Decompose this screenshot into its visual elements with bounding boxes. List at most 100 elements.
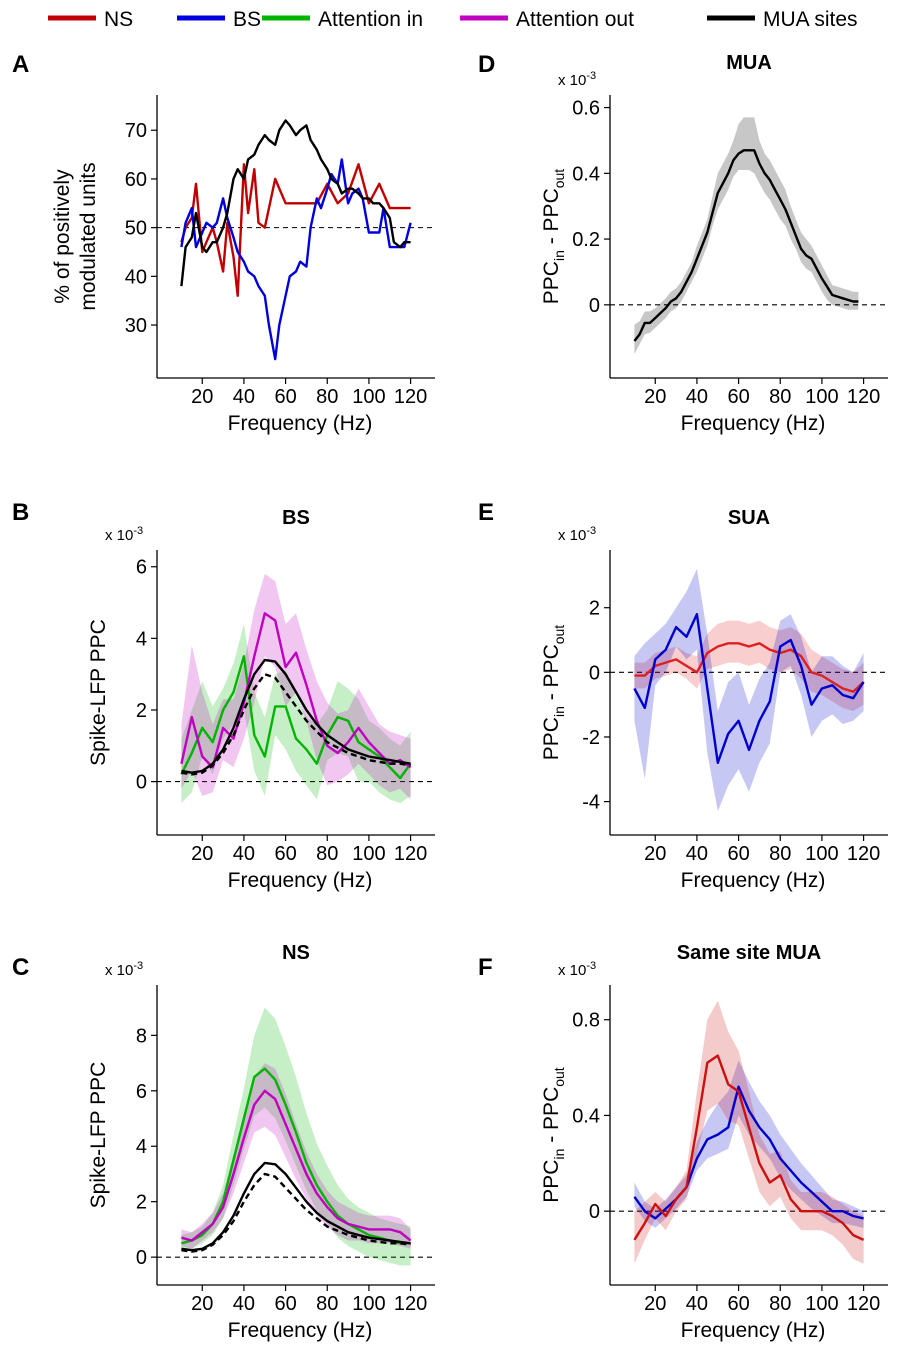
- panel-label: F: [478, 954, 493, 981]
- panel-title: BS: [282, 507, 310, 529]
- x-tick-label: 60: [727, 1293, 749, 1315]
- y-label-part: - PPC: [540, 644, 563, 706]
- series-line: [181, 1161, 411, 1252]
- x-axis-label: Frequency (Hz): [228, 869, 373, 892]
- panel-b: B BS x 10-3 20 40 60 80 100 120 0 2 4 6 Frequency (Hz…: [12, 499, 435, 892]
- scale-exp: -3: [133, 525, 143, 537]
- x-tick-label: 120: [847, 386, 880, 408]
- panel-label: C: [12, 954, 29, 981]
- x-tick-label: 100: [352, 1293, 385, 1315]
- panel-title: Same site MUA: [677, 942, 822, 964]
- series-line: [633, 1054, 865, 1241]
- y-tick-label: 0: [589, 1201, 600, 1223]
- x-tick-label: 40: [233, 1293, 255, 1315]
- confidence-band: [634, 620, 864, 712]
- x-axis-label: Frequency (Hz): [681, 1319, 826, 1342]
- scale-note: x 10-3: [558, 70, 596, 89]
- y-label-part: PPC: [540, 717, 563, 760]
- x-tick-label: 120: [394, 386, 427, 408]
- series-line: [633, 1085, 864, 1220]
- x-tick-label: 40: [686, 386, 708, 408]
- scale-note: x 10-3: [105, 960, 143, 979]
- scale-base: x 10: [105, 962, 133, 979]
- y-tick-label: 60: [125, 169, 147, 191]
- x-tick-label: 20: [644, 386, 666, 408]
- y-tick-label: 6: [136, 1081, 147, 1103]
- x-tick-label: 80: [769, 843, 791, 865]
- x-tick-label: 40: [233, 386, 255, 408]
- y-label-sub: out: [551, 169, 567, 189]
- legend-label: BS: [233, 8, 261, 31]
- y-axis-label: Spike-LFP PPC: [87, 619, 110, 766]
- legend-label: Attention out: [516, 8, 634, 31]
- y-axis-label: PPCin - PPCout: [540, 169, 567, 305]
- scale-base: x 10: [558, 962, 586, 979]
- y-axis-label: modulated units: [77, 162, 100, 310]
- series-line: [180, 163, 411, 297]
- y-tick-label: 4: [136, 628, 147, 650]
- x-tick-label: 120: [847, 843, 880, 865]
- scale-note: x 10-3: [558, 525, 596, 544]
- y-tick-label: 30: [125, 315, 147, 337]
- confidence-band: [181, 1063, 411, 1249]
- y-label-sub: out: [551, 1067, 567, 1087]
- x-tick-label: 100: [805, 843, 838, 865]
- scale-exp: -3: [586, 525, 596, 537]
- y-tick-label: 0.2: [572, 229, 600, 251]
- confidence-band: [181, 573, 411, 800]
- y-label-part: PPC: [540, 1160, 563, 1203]
- panel-c: C NS x 10-3 20 40 60 80 100 120 0 2 4 6 8 Frequency (H…: [12, 942, 435, 1342]
- y-tick-label: 70: [125, 120, 147, 142]
- x-tick-label: 80: [769, 386, 791, 408]
- series-line: [180, 119, 411, 287]
- panel-f: F Same site MUA x 10-3 20 40 60 80 100 120 0 0.4 0.…: [478, 942, 888, 1342]
- y-label-part: - PPC: [540, 188, 563, 250]
- panel-label: E: [478, 499, 494, 526]
- series-line: [180, 655, 412, 780]
- y-tick-label: -2: [582, 727, 600, 749]
- x-tick-label: 80: [769, 1293, 791, 1315]
- x-tick-label: 60: [274, 1293, 296, 1315]
- scale-base: x 10: [558, 527, 586, 544]
- x-tick-label: 20: [191, 386, 213, 408]
- y-tick-label: 0.4: [572, 163, 600, 185]
- y-tick-label: 0.8: [572, 1010, 600, 1032]
- series-line: [181, 1089, 412, 1242]
- y-label-sub: in: [551, 250, 567, 261]
- y-tick-label: 0: [589, 662, 600, 684]
- y-tick-label: 4: [136, 1136, 147, 1158]
- x-tick-label: 20: [644, 843, 666, 865]
- y-label-sub: in: [551, 1149, 567, 1160]
- confidence-band: [634, 1000, 864, 1264]
- y-tick-label: 0.6: [572, 98, 600, 120]
- x-tick-label: 120: [847, 1293, 880, 1315]
- x-tick-label: 20: [191, 1293, 213, 1315]
- x-tick-label: 40: [686, 843, 708, 865]
- y-tick-label: 0.4: [572, 1105, 600, 1127]
- scale-exp: -3: [586, 960, 596, 972]
- x-tick-label: 120: [394, 843, 427, 865]
- x-tick-label: 100: [805, 1293, 838, 1315]
- confidence-band: [181, 1007, 411, 1266]
- x-tick-label: 60: [727, 843, 749, 865]
- x-tick-label: 80: [316, 843, 338, 865]
- x-tick-label: 60: [274, 386, 296, 408]
- y-tick-label: 6: [136, 557, 147, 579]
- x-tick-label: 80: [316, 386, 338, 408]
- series-line: [181, 658, 411, 774]
- x-axis-label: Frequency (Hz): [228, 412, 373, 435]
- panel-label: B: [12, 499, 29, 526]
- y-label-sub: in: [551, 706, 567, 717]
- y-label-sub: out: [551, 625, 567, 645]
- y-axis-label: Spike-LFP PPC: [87, 1062, 110, 1209]
- y-tick-label: 0: [136, 772, 147, 794]
- x-tick-label: 100: [805, 386, 838, 408]
- y-tick-label: 0: [136, 1247, 147, 1269]
- y-axis-label: PPCin - PPCout: [540, 1067, 567, 1203]
- confidence-band: [181, 624, 411, 804]
- series-line: [180, 158, 412, 361]
- panel-title: SUA: [728, 507, 770, 529]
- y-tick-label: 2: [136, 1192, 147, 1214]
- y-label-part: - PPC: [540, 1087, 563, 1149]
